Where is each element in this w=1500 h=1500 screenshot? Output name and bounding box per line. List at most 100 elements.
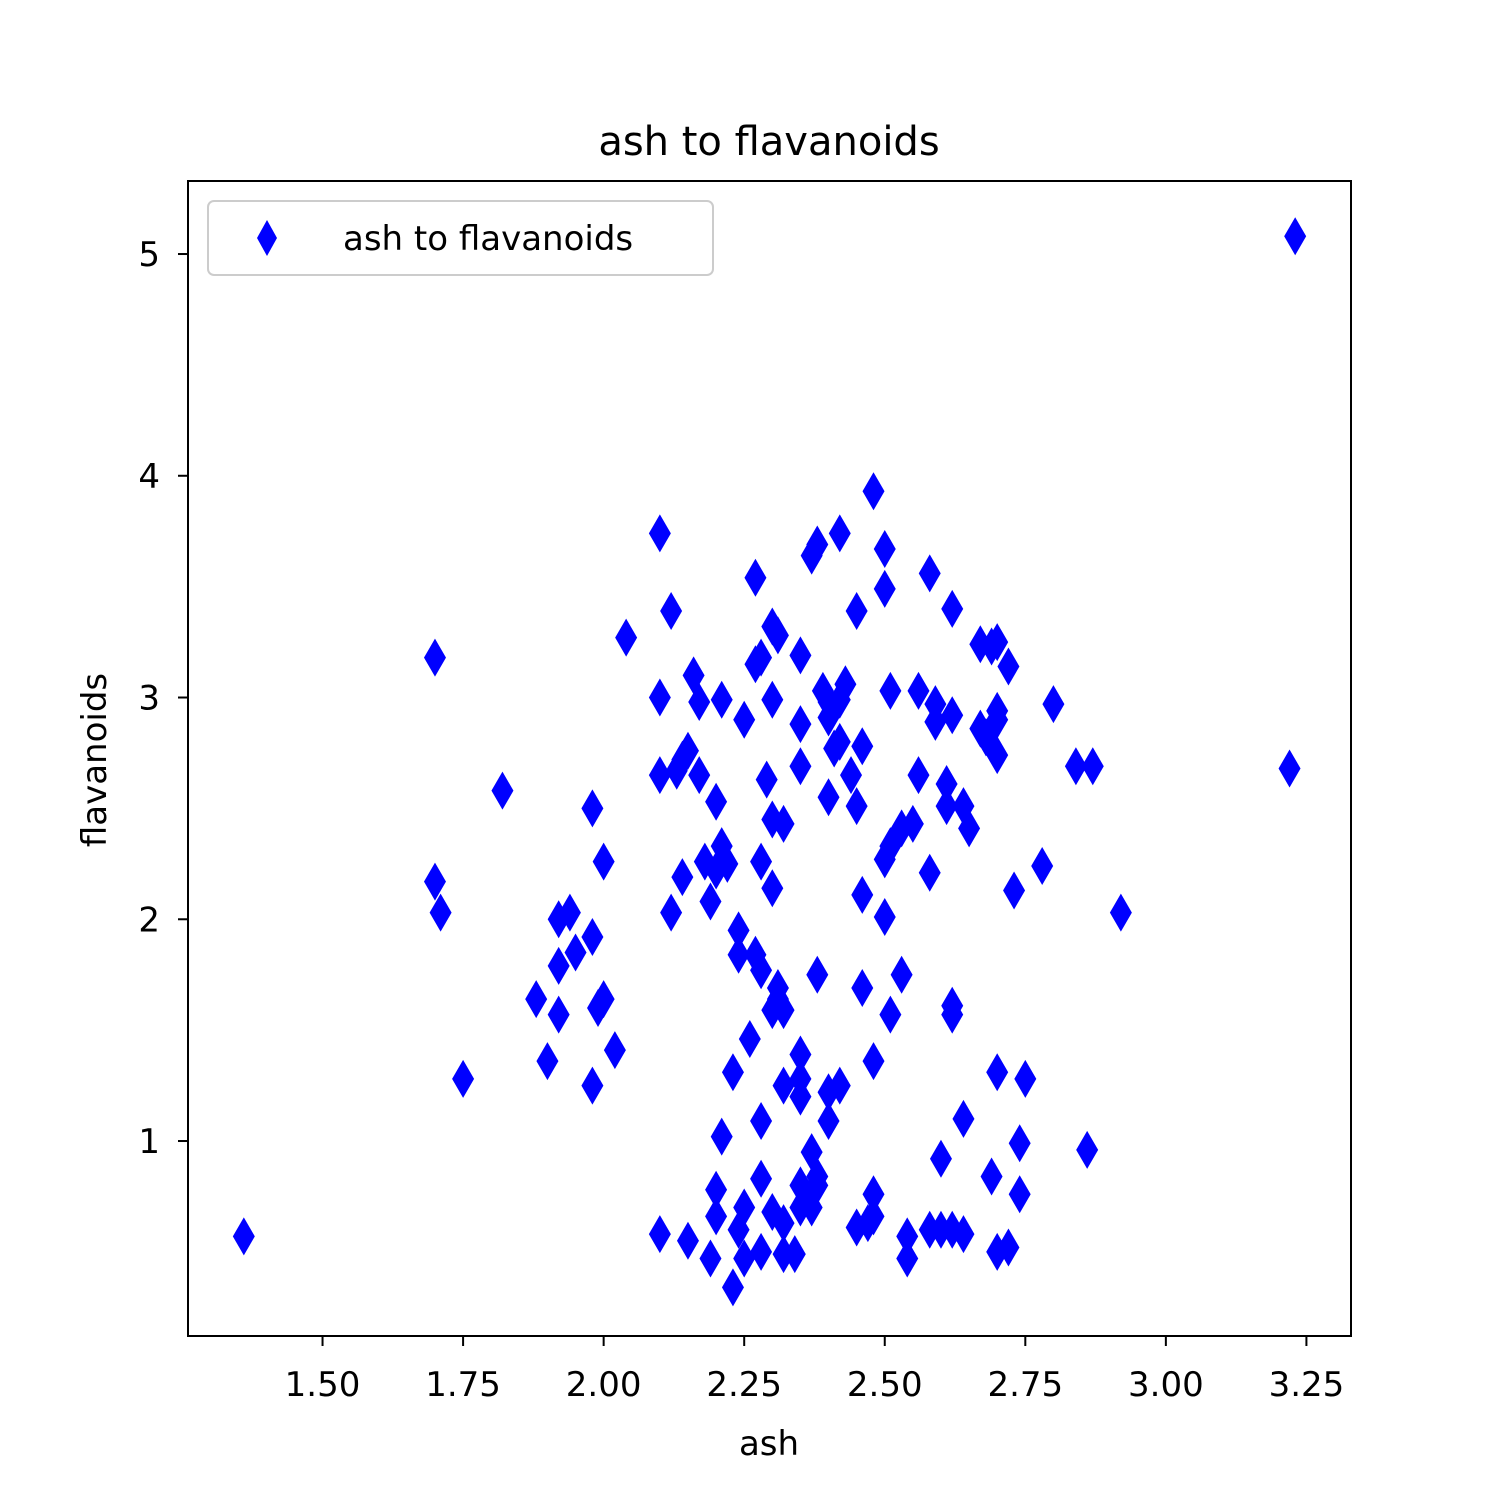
data-point [851,875,874,914]
x-tick-label: 2.25 [706,1365,782,1405]
data-point [935,765,958,804]
data-point [710,1117,733,1156]
plot-frame [187,180,1352,1337]
legend-marker [257,220,277,256]
data-point [817,778,840,817]
data-point [581,918,604,957]
data-point [873,898,896,937]
data-point [232,1217,255,1256]
data-point [721,1268,744,1307]
legend-box [207,200,714,276]
data-point [1008,1124,1031,1163]
data-point [918,554,941,593]
data-point [1284,217,1307,256]
legend-label: ash to flavanoids [343,219,633,259]
data-point [536,1042,559,1081]
data-point [789,636,812,675]
data-point [997,1228,1020,1267]
data-point [828,514,851,553]
y-tick-label: 3 [138,679,160,719]
data-point [750,1232,773,1271]
data-point [727,935,750,974]
data-point [648,514,671,553]
data-point [699,882,722,921]
x-tick-label: 3.00 [1128,1365,1204,1405]
data-point [862,1042,885,1081]
data-point [941,995,964,1034]
data-point [806,1166,829,1205]
data-point [733,700,756,739]
data-point [918,853,941,892]
data-point [817,1102,840,1141]
data-point [845,787,868,826]
data-point [564,933,587,972]
data-point [1081,747,1104,786]
data-point [761,869,784,908]
data-point [648,756,671,795]
y-tick-label: 1 [138,1122,160,1162]
data-point [727,911,750,950]
x-axis-ticks: 1.50 1.75 2.00 2.25 2.50 2.75 3.00 3.25 [285,1336,1345,1405]
data-point [491,771,514,810]
data-point [772,991,795,1030]
data-point [761,680,784,719]
data-point [907,756,930,795]
data-point [581,789,604,828]
data-point [676,731,699,770]
data-point [558,893,581,932]
data-point [941,696,964,735]
data-point [721,1053,744,1092]
data-point [986,736,1009,775]
data-point [772,1235,795,1274]
data-point [1109,893,1132,932]
data-point [896,1239,919,1278]
data-point [997,647,1020,686]
x-tick-label: 2.75 [987,1365,1063,1405]
data-point [783,1235,806,1274]
data-point [766,616,789,655]
data-point [699,1239,722,1278]
data-point [986,700,1009,739]
data-point [834,665,857,704]
y-tick-label: 2 [138,900,160,940]
data-point [592,842,615,881]
data-point [750,951,773,990]
data-point [789,705,812,744]
data-point [750,1102,773,1141]
data-point [648,1215,671,1254]
y-tick-label: 4 [138,457,160,497]
data-point [733,1239,756,1278]
data-point [755,760,778,799]
data-point [423,638,446,677]
x-tick-label: 3.25 [1269,1365,1345,1405]
data-point [896,1217,919,1256]
data-point [660,592,683,631]
data-point [1042,685,1065,724]
x-tick-label: 2.00 [566,1365,642,1405]
data-point [744,558,767,597]
data-point [603,1031,626,1070]
data-point [710,680,733,719]
data-point [1008,1175,1031,1214]
data-point [851,969,874,1008]
data-point [750,1159,773,1198]
data-point [733,1188,756,1227]
data-point [772,1066,795,1105]
data-point [581,1066,604,1105]
data-point [615,618,638,657]
data-point [660,893,683,932]
data-point [525,980,548,1019]
y-tick-label: 5 [138,235,160,275]
data-point [423,862,446,901]
data-point [879,671,902,710]
data-point [879,995,902,1034]
data-point [1076,1130,1099,1169]
data-point [907,671,930,710]
data-point [716,844,739,883]
data-point [941,589,964,628]
data-point [851,727,874,766]
data-point [705,782,728,821]
x-tick-label: 1.75 [425,1365,501,1405]
data-point [845,592,868,631]
